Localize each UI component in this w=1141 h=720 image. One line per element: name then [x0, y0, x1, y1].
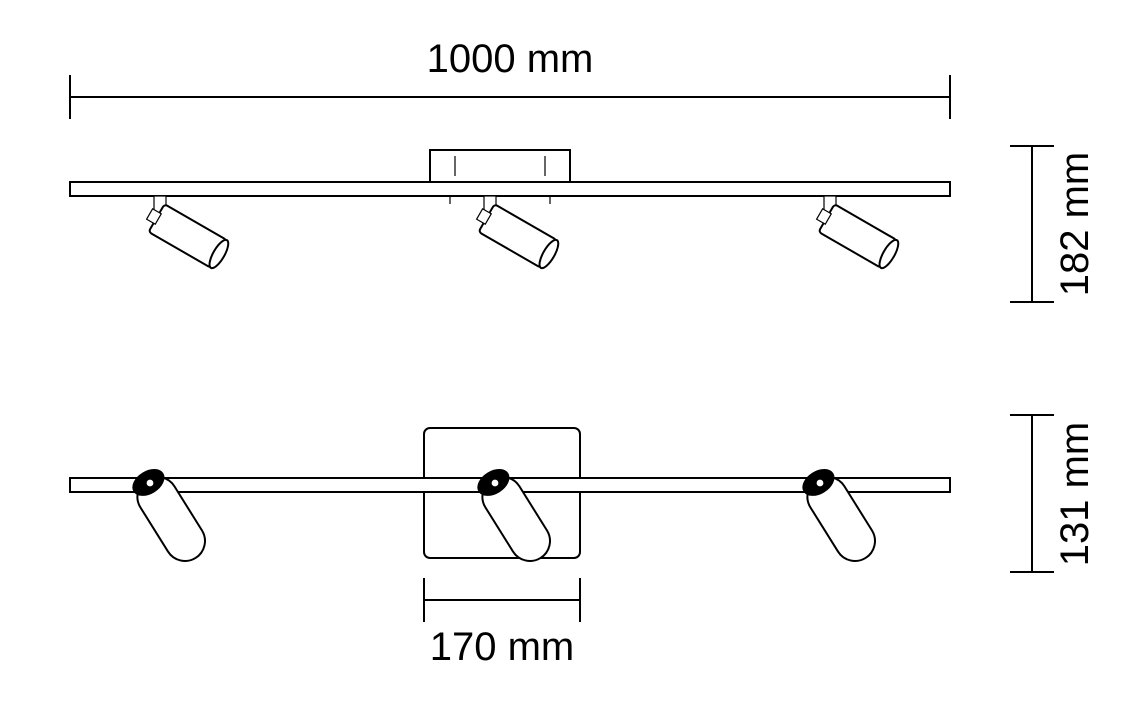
dim-width-1000-label: 1000 mm [427, 37, 594, 81]
dim-height-131-label: 131 mm [1053, 422, 1097, 567]
dim-width-170: 170 mm [424, 578, 580, 669]
dim-width-1000: 1000 mm [70, 37, 950, 119]
spotlight-front-3 [812, 196, 902, 271]
mounting-box [430, 150, 570, 182]
spotlight-front-2 [472, 196, 562, 271]
top-view [70, 428, 950, 569]
dim-height-182: 182 mm [1010, 146, 1097, 302]
spotlight-front-1 [142, 196, 232, 271]
front-view [70, 150, 950, 271]
dim-width-170-label: 170 mm [430, 625, 575, 669]
rail-front [70, 182, 950, 196]
dim-height-182-label: 182 mm [1053, 152, 1097, 297]
dim-height-131: 131 mm [1010, 415, 1097, 572]
